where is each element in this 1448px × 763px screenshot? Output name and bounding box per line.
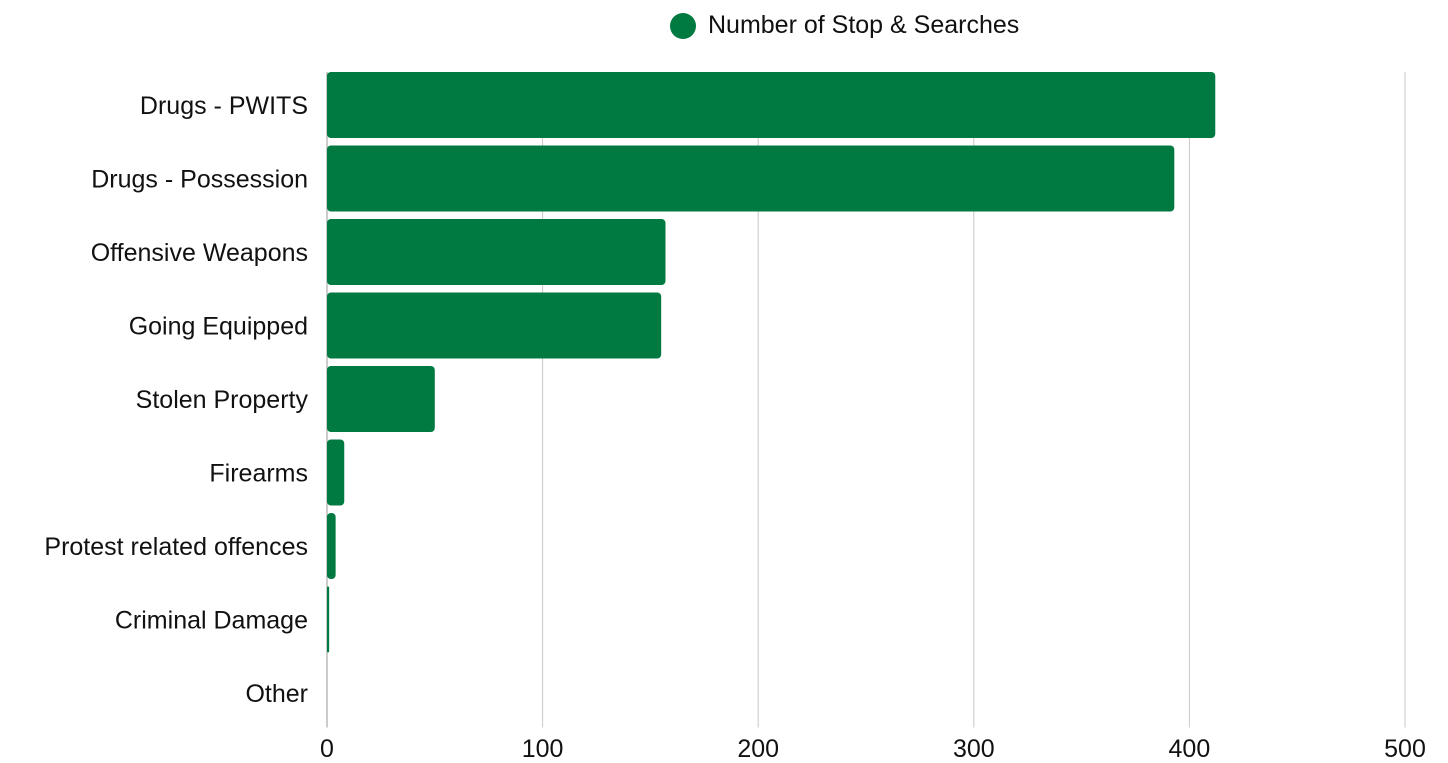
category-label-going-equipped: Going Equipped: [129, 313, 308, 341]
bar-drugs-pwits: [327, 72, 1216, 138]
x-tick-label-100: 100: [522, 735, 564, 763]
x-axis-tick-labels: 0 100 200 300 400 500: [320, 735, 1426, 763]
bar-drugs-possession: [327, 145, 1175, 212]
category-label-offensive-weapons: Offensive Weapons: [91, 239, 308, 267]
legend-series-label: Number of Stop & Searches: [708, 11, 1019, 39]
bar-stolen-property: [327, 366, 435, 432]
bar-going-equipped: [327, 292, 662, 359]
category-labels: Drugs - PWITS Drugs - Possession Offensive…: [44, 92, 308, 708]
bar-protest-related-offences: [327, 513, 336, 579]
x-tick-label-400: 400: [1169, 735, 1211, 763]
category-label-drugs-possession: Drugs - Possession: [91, 166, 308, 194]
bars: [327, 72, 1216, 653]
bar-criminal-damage: [327, 586, 330, 653]
x-tick-label-0: 0: [320, 735, 334, 763]
category-label-criminal-damage: Criminal Damage: [115, 607, 308, 635]
bar-offensive-weapons: [327, 219, 666, 285]
x-tick-label-200: 200: [737, 735, 779, 763]
category-label-protest-related-offences: Protest related offences: [44, 533, 308, 561]
category-label-drugs-pwits: Drugs - PWITS: [140, 92, 308, 120]
legend-swatch: [670, 13, 696, 39]
x-tick-label-500: 500: [1384, 735, 1426, 763]
legend: Number of Stop & Searches: [670, 11, 1019, 39]
bar-firearms: [327, 439, 345, 506]
category-label-other: Other: [245, 680, 308, 708]
category-label-firearms: Firearms: [209, 460, 308, 488]
category-label-stolen-property: Stolen Property: [136, 386, 309, 414]
x-tick-label-300: 300: [953, 735, 995, 763]
